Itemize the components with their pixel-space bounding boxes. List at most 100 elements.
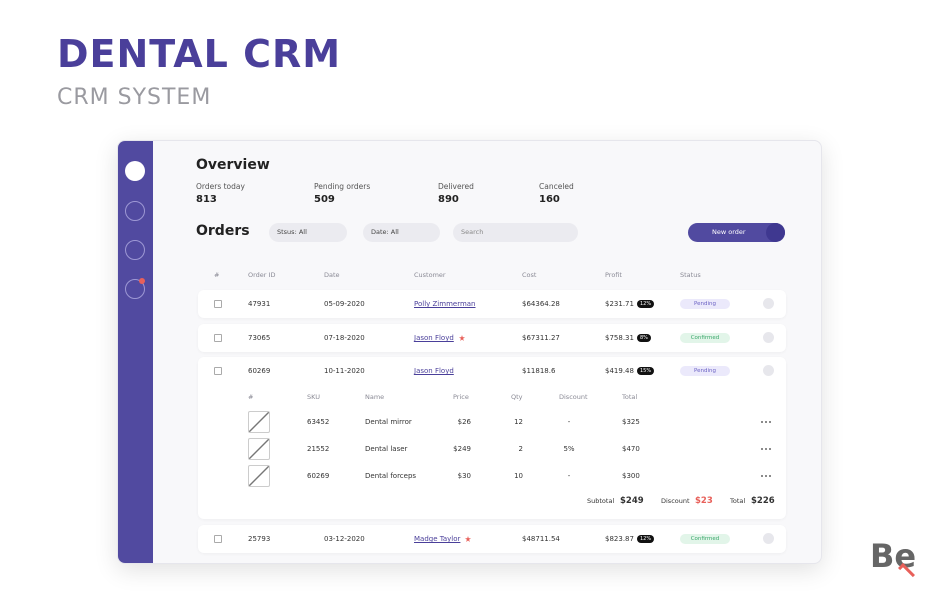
order-id: 25793 xyxy=(248,535,271,543)
subtotal: $249 xyxy=(620,496,644,506)
profit: $758.31 xyxy=(605,334,634,342)
column-header: Profit xyxy=(605,271,622,279)
customer[interactable]: Jason Floyd xyxy=(414,334,454,342)
margin-badge: 12% xyxy=(637,300,655,308)
detail-header: Price xyxy=(453,393,469,401)
cost: $48711.54 xyxy=(522,535,560,543)
stat-label: Pending orders xyxy=(314,182,371,191)
checkbox[interactable] xyxy=(214,334,222,342)
expand-toggle[interactable] xyxy=(763,332,774,343)
search[interactable]: Search xyxy=(453,223,578,242)
detail-header: SKU xyxy=(307,393,320,401)
sidebar xyxy=(118,141,153,563)
row-bg xyxy=(198,357,786,519)
cost: $11818.6 xyxy=(522,367,556,375)
order-id: 73065 xyxy=(248,334,271,342)
customer[interactable]: Madge Taylor xyxy=(414,535,461,543)
discount: 5% xyxy=(563,445,575,453)
stat-label: Delivered xyxy=(438,182,474,191)
margin-badge: 15% xyxy=(637,367,655,375)
new-order-button[interactable]: New order xyxy=(688,223,785,242)
expand-toggle[interactable] xyxy=(763,365,774,376)
stat-value: 509 xyxy=(314,194,335,205)
checkbox[interactable] xyxy=(214,535,222,543)
discount-total: $23 xyxy=(695,496,713,506)
nav-shop[interactable] xyxy=(125,161,145,181)
customer[interactable]: Jason Floyd xyxy=(414,367,454,375)
status-badge: Pending xyxy=(680,299,730,309)
product-image xyxy=(248,438,270,460)
sku: 60269 xyxy=(307,472,330,480)
title: DENTAL CRM xyxy=(57,32,342,76)
order-id: 47931 xyxy=(248,300,271,308)
date: 10-11-2020 xyxy=(324,367,365,375)
profit: $419.48 xyxy=(605,367,634,375)
stat-value: 813 xyxy=(196,194,217,205)
status-filter[interactable]: Stsus: All xyxy=(269,223,347,242)
product-image xyxy=(248,411,270,433)
status-badge: Pending xyxy=(680,366,730,376)
badge xyxy=(139,278,145,284)
nav-user[interactable] xyxy=(125,201,145,221)
qty: 12 xyxy=(514,418,523,426)
filter-label: Date: All xyxy=(371,228,399,236)
logo: Be xyxy=(870,537,917,575)
price: $26 xyxy=(457,418,471,426)
status-badge: Confirmed xyxy=(680,333,730,343)
expand-toggle[interactable] xyxy=(763,533,774,544)
column-header: # xyxy=(214,271,220,279)
dot xyxy=(765,421,767,423)
order-id: 60269 xyxy=(248,367,271,375)
dot xyxy=(769,475,771,477)
more-menu[interactable] xyxy=(761,448,773,450)
expand-toggle[interactable] xyxy=(763,298,774,309)
margin-badge: 8% xyxy=(637,334,651,342)
detail-header: Qty xyxy=(511,393,523,401)
nav-calendar[interactable] xyxy=(125,240,145,260)
column-header: Cost xyxy=(522,271,537,279)
subtotal-label: Subtotal xyxy=(587,497,615,505)
customer[interactable]: Polly Zimmerman xyxy=(414,300,476,308)
overview-title: Overview xyxy=(196,157,270,173)
app-window: Overview Orders Stsus: All Date: All Sea… xyxy=(117,140,822,564)
price: $30 xyxy=(457,472,471,480)
total: $300 xyxy=(622,472,640,480)
more-menu[interactable] xyxy=(761,421,773,423)
date-filter[interactable]: Date: All xyxy=(363,223,440,242)
total: $325 xyxy=(622,418,640,426)
subtitle: CRM SYSTEM xyxy=(57,85,212,110)
cost: $67311.27 xyxy=(522,334,560,342)
checkbox[interactable] xyxy=(214,367,222,375)
dot xyxy=(761,475,763,477)
total-label: Total xyxy=(730,497,746,505)
margin-badge: 12% xyxy=(637,535,655,543)
detail-header: Discount xyxy=(559,393,588,401)
profit: $823.87 xyxy=(605,535,634,543)
product-image xyxy=(248,465,270,487)
checkbox[interactable] xyxy=(214,300,222,308)
column-header: Date xyxy=(324,271,340,279)
column-header: Order ID xyxy=(248,271,276,279)
dot xyxy=(769,448,771,450)
orders-title: Orders xyxy=(196,223,250,239)
product-name: Dental laser xyxy=(365,445,408,453)
button-label: New order xyxy=(712,228,746,236)
dot xyxy=(761,448,763,450)
nav-chat[interactable] xyxy=(125,279,145,299)
detail-header: # xyxy=(248,393,254,401)
date: 03-12-2020 xyxy=(324,535,365,543)
date: 07-18-2020 xyxy=(324,334,365,342)
more-menu[interactable] xyxy=(761,475,773,477)
price: $249 xyxy=(453,445,471,453)
detail-header: Name xyxy=(365,393,385,401)
discount-label: Discount xyxy=(661,497,690,505)
dot xyxy=(765,448,767,450)
star xyxy=(459,335,465,341)
star xyxy=(465,536,471,542)
date: 05-09-2020 xyxy=(324,300,365,308)
search-placeholder: Search xyxy=(461,228,484,236)
column-header: Customer xyxy=(414,271,446,279)
qty: 10 xyxy=(514,472,523,480)
dot xyxy=(769,421,771,423)
